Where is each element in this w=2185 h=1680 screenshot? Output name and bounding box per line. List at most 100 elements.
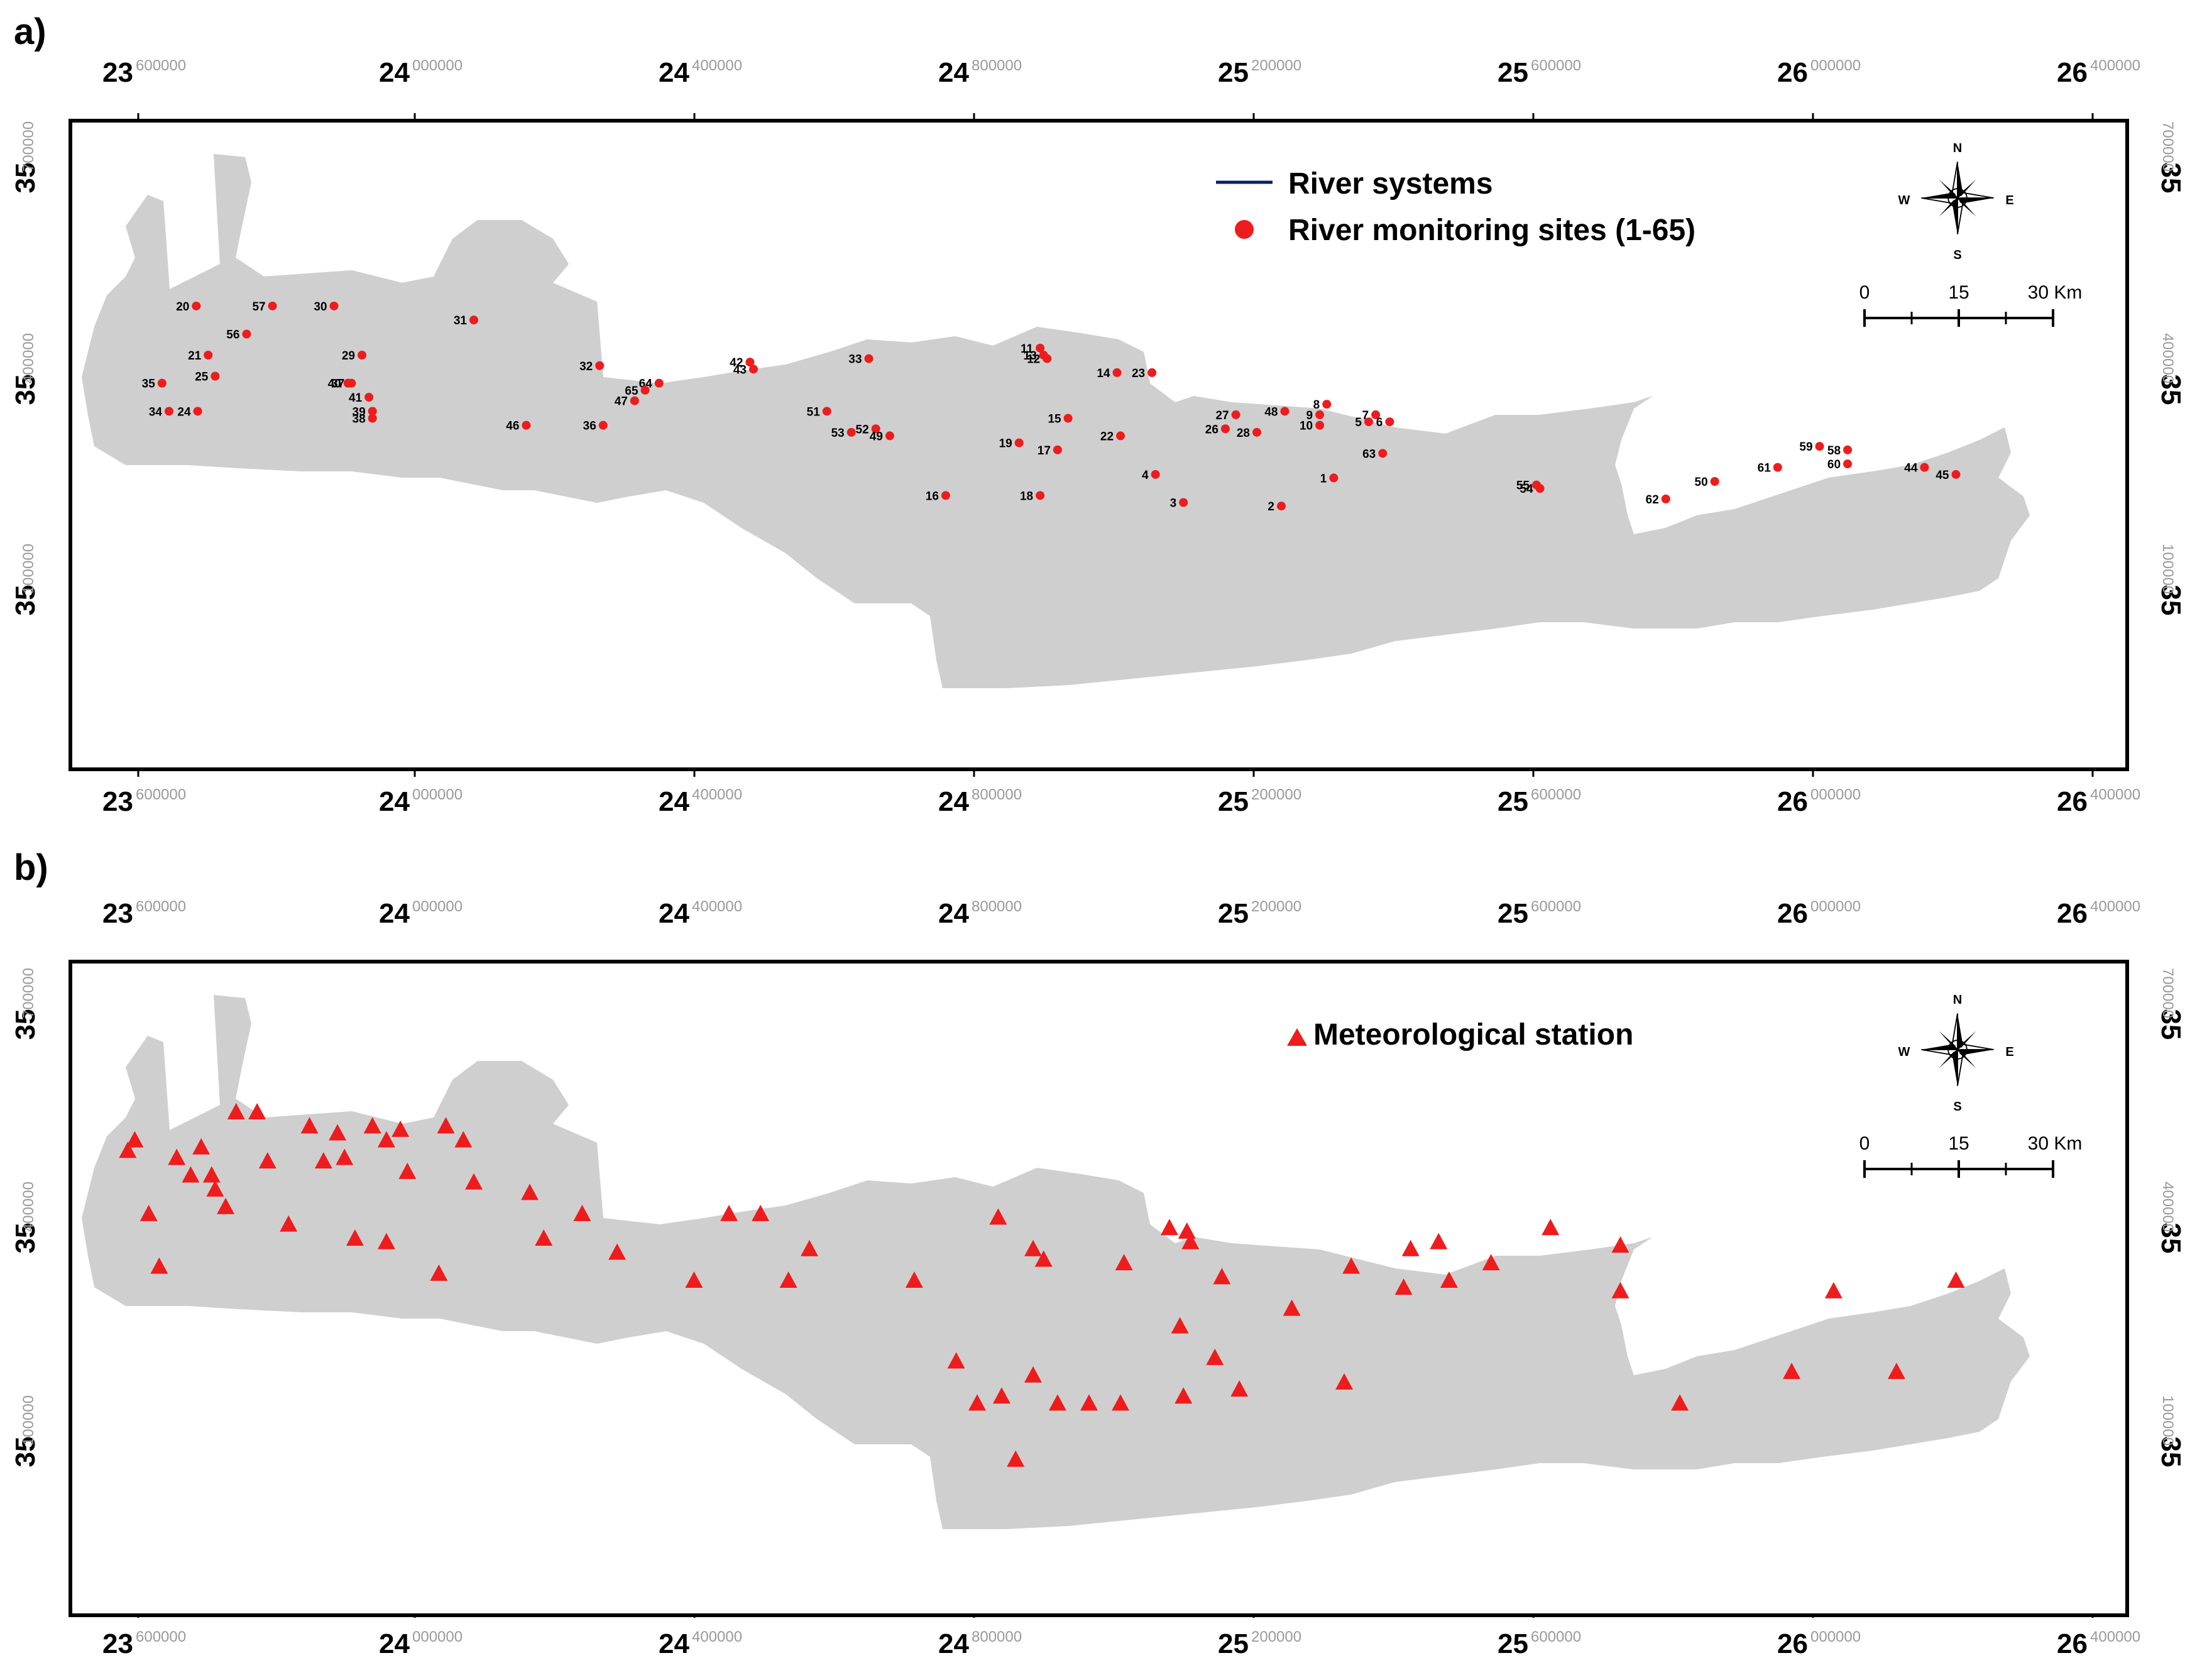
site-label-11: 11 bbox=[1021, 343, 1034, 356]
site-label-10: 10 bbox=[1300, 420, 1313, 433]
site-marker-16 bbox=[941, 491, 950, 500]
station-marker-62 bbox=[968, 1394, 986, 1411]
bottom-tick-minor-7: 400000 bbox=[2090, 786, 2140, 803]
station-marker-30 bbox=[573, 1204, 591, 1221]
top-tick-major-3: 24 bbox=[938, 57, 969, 88]
station-marker-18 bbox=[437, 1117, 455, 1134]
site-label-54: 54 bbox=[1520, 483, 1533, 496]
panel-b-scale-bar: 0 15 30 Km bbox=[1859, 1133, 2082, 1178]
meteorological-stations bbox=[119, 1103, 1965, 1467]
site-marker-60 bbox=[1843, 459, 1853, 469]
top-tick-minor-2: 400000 bbox=[692, 898, 742, 915]
top-tick-major-2: 24 bbox=[659, 898, 689, 929]
station-marker-28 bbox=[430, 1264, 448, 1281]
station-marker-16 bbox=[377, 1131, 395, 1148]
bottom-tick-major-5: 25 bbox=[1498, 1628, 1528, 1659]
left-tick-minor-0: 700000 bbox=[20, 121, 37, 172]
station-marker-69 bbox=[1671, 1394, 1689, 1411]
site-label-50: 50 bbox=[1695, 476, 1708, 489]
site-marker-14 bbox=[1112, 368, 1122, 377]
site-label-40: 40 bbox=[328, 378, 341, 391]
station-marker-42 bbox=[1160, 1219, 1178, 1236]
site-marker-48 bbox=[1280, 407, 1290, 416]
panel-b-compass: N S E W bbox=[1898, 993, 2014, 1114]
site-marker-46 bbox=[522, 420, 531, 430]
station-marker-49 bbox=[1430, 1233, 1448, 1249]
legend-site-circle-icon bbox=[1235, 220, 1254, 239]
station-marker-3 bbox=[227, 1103, 245, 1119]
site-label-15: 15 bbox=[1048, 413, 1061, 426]
bottom-tick-major-7: 26 bbox=[2057, 1628, 2088, 1659]
bottom-tick-minor-6: 000000 bbox=[1810, 786, 1861, 803]
site-label-31: 31 bbox=[454, 314, 468, 327]
station-marker-8 bbox=[392, 1120, 410, 1137]
site-label-53: 53 bbox=[831, 427, 845, 440]
bottom-tick-minor-2: 400000 bbox=[692, 1628, 742, 1645]
site-label-20: 20 bbox=[176, 300, 189, 314]
left-tick-minor-2: 100000 bbox=[20, 544, 37, 594]
top-tick-major-2: 24 bbox=[659, 57, 689, 88]
site-label-46: 46 bbox=[506, 420, 519, 433]
bottom-tick-major-4: 25 bbox=[1218, 1628, 1249, 1659]
site-marker-64 bbox=[654, 378, 664, 388]
site-label-12: 12 bbox=[1027, 353, 1040, 366]
left-tick-major-0: 35 bbox=[10, 163, 41, 194]
site-marker-59 bbox=[1815, 442, 1824, 451]
site-marker-15 bbox=[1063, 414, 1073, 423]
site-label-28: 28 bbox=[1237, 427, 1250, 440]
site-marker-10 bbox=[1315, 420, 1325, 430]
site-label-34: 34 bbox=[149, 405, 163, 419]
legend-monitoring-sites-label: River monitoring sites (1-65) bbox=[1288, 214, 1695, 247]
site-marker-44 bbox=[1920, 463, 1929, 472]
site-marker-62 bbox=[1661, 494, 1670, 503]
site-marker-23 bbox=[1147, 368, 1157, 377]
site-label-56: 56 bbox=[226, 329, 239, 342]
bottom-tick-major-0: 23 bbox=[102, 786, 133, 817]
site-label-62: 62 bbox=[1646, 493, 1659, 507]
site-label-22: 22 bbox=[1100, 430, 1114, 443]
station-marker-13 bbox=[258, 1152, 277, 1169]
station-marker-58 bbox=[1112, 1394, 1130, 1411]
station-marker-36 bbox=[779, 1271, 797, 1288]
site-label-17: 17 bbox=[1038, 444, 1051, 458]
left-tick-minor-1: 400000 bbox=[20, 1182, 37, 1232]
site-label-19: 19 bbox=[999, 437, 1012, 451]
panel-a-legend: River systems River monitoring sites (1-… bbox=[1216, 167, 1695, 247]
site-marker-43 bbox=[749, 365, 758, 374]
legend-river-systems-label: River systems bbox=[1288, 167, 1493, 200]
site-marker-17 bbox=[1053, 445, 1062, 454]
panel-a-compass: N S E W bbox=[1898, 141, 2014, 262]
station-marker-63 bbox=[992, 1387, 1010, 1404]
scale-label-0: 0 bbox=[1859, 282, 1870, 303]
station-marker-1 bbox=[126, 1131, 144, 1148]
top-tick-major-4: 25 bbox=[1218, 898, 1249, 929]
bottom-tick-minor-5: 600000 bbox=[1531, 786, 1581, 803]
station-marker-47 bbox=[1342, 1257, 1361, 1274]
site-marker-7 bbox=[1371, 410, 1381, 419]
station-marker-19 bbox=[454, 1131, 473, 1148]
site-marker-4 bbox=[1151, 469, 1160, 479]
station-marker-53 bbox=[1542, 1219, 1560, 1236]
panel-a-label: a) bbox=[14, 11, 47, 52]
site-marker-65 bbox=[640, 385, 650, 395]
site-label-2: 2 bbox=[1268, 500, 1274, 513]
site-marker-9 bbox=[1315, 410, 1325, 419]
site-marker-32 bbox=[595, 361, 605, 370]
top-tick-minor-4: 200000 bbox=[1251, 898, 1301, 915]
station-marker-31 bbox=[608, 1243, 627, 1260]
compass-north-label: N bbox=[1953, 141, 1962, 155]
station-marker-72 bbox=[1887, 1363, 1905, 1380]
site-marker-8 bbox=[1322, 400, 1332, 409]
station-marker-37 bbox=[905, 1271, 923, 1288]
station-marker-46 bbox=[1283, 1299, 1301, 1316]
bottom-tick-minor-0: 600000 bbox=[136, 1628, 186, 1645]
bottom-tick-minor-5: 600000 bbox=[1531, 1628, 1581, 1645]
top-tick-major-1: 24 bbox=[379, 57, 410, 88]
right-tick-minor-0: 700000 bbox=[2159, 121, 2176, 172]
scale-label-15: 15 bbox=[1948, 282, 1969, 303]
bottom-tick-major-3: 24 bbox=[938, 786, 969, 817]
top-tick-minor-1: 000000 bbox=[412, 898, 463, 915]
right-tick-major-2: 35 bbox=[2155, 585, 2185, 616]
compass-north-label: N bbox=[1953, 993, 1962, 1007]
